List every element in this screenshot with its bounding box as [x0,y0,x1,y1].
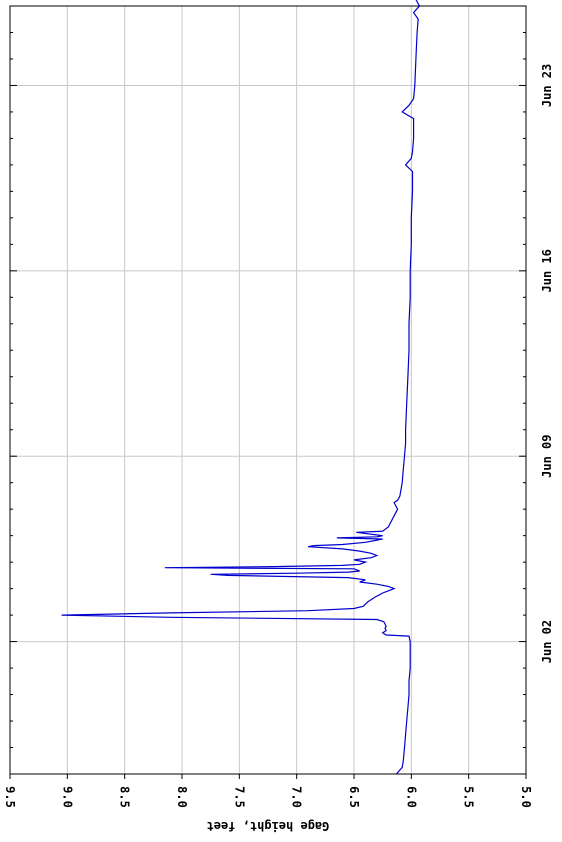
x-tick-label: Jun 16 [540,249,554,292]
plot-border [9,5,527,775]
plot-frame [9,5,527,775]
y-tick-label: 7.5 [232,786,246,808]
y-tick-label: 6.5 [347,786,361,808]
y-axis-title: Gage height, feet [207,819,330,833]
y-tick-labels: 5.0 5.5 6.0 6.5 7.0 7.5 8.0 8.5 9.0 9.5 [3,786,533,808]
y-tick-label: 9.5 [3,786,17,808]
x-tick-label: Jun 02 [540,620,554,663]
y-tick-label: 9.0 [60,786,74,808]
y-tick-label: 5.5 [462,786,476,808]
y-tick-label: 7.0 [290,786,304,808]
y-tick-label: 8.0 [175,786,189,808]
x-tick-label: Jun 23 [540,64,554,107]
y-tick-label: 6.0 [404,786,418,808]
y-tick-label: 8.5 [118,786,132,808]
x-tick-label: Jun 09 [540,435,554,478]
grid-lines [10,6,526,774]
series-line [61,0,421,775]
plot-area [9,0,527,779]
x-tick-labels: Jun 02 Jun 09 Jun 16 Jun 23 [540,64,554,663]
y-tick-label: 5.0 [519,786,533,808]
